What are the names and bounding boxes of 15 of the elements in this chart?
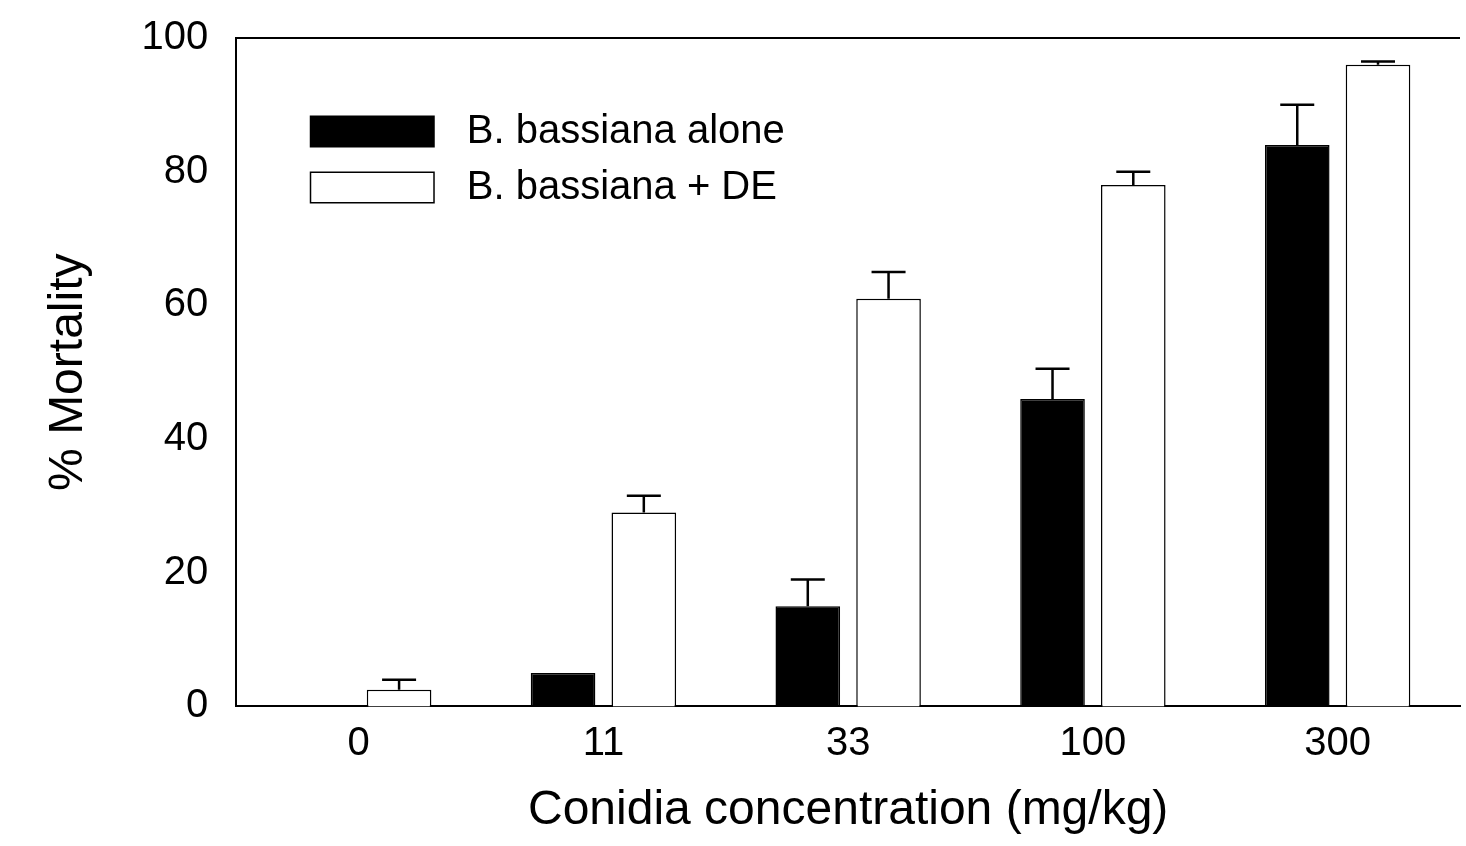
y-tick-label: 40	[163, 414, 209, 459]
y-tick-label: 20	[163, 547, 209, 592]
legend-label: B. bassiana alone	[466, 106, 785, 151]
y-tick-label: 100	[141, 13, 209, 58]
legend-label: B. bassiana + DE	[466, 162, 777, 207]
y-axis-title: % Mortality	[39, 253, 93, 491]
y-tick-label: 0	[186, 681, 209, 726]
y-tick-label: 80	[163, 146, 209, 191]
y-tick-label: 60	[163, 280, 209, 325]
x-tick-label: 0	[347, 719, 370, 764]
x-axis-title: Conidia concentration (mg/kg)	[528, 781, 1169, 835]
x-tick-label: 33	[825, 719, 871, 764]
x-tick-label: 300	[1304, 719, 1372, 764]
x-tick-label: 11	[582, 719, 625, 764]
x-tick-label: 100	[1059, 719, 1127, 764]
